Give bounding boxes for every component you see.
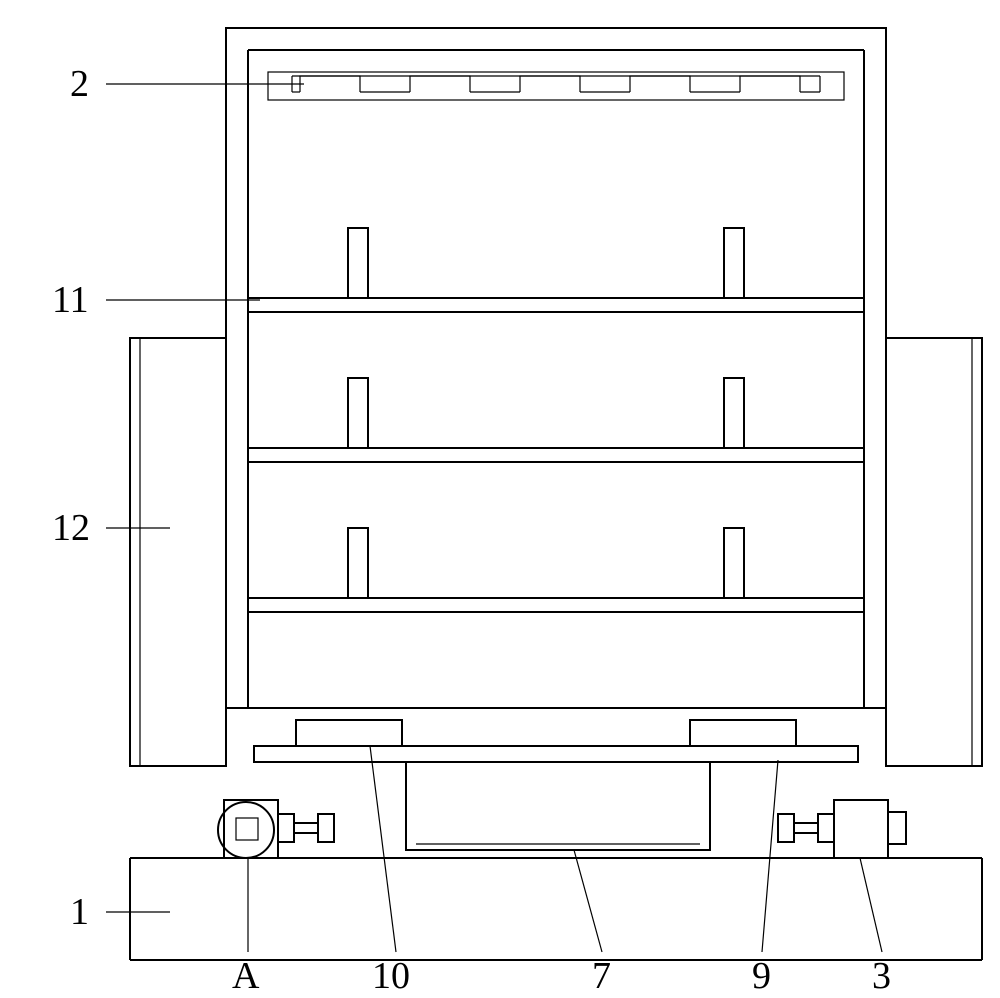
top-tab <box>630 76 690 92</box>
bolt-left-head-r <box>318 814 334 842</box>
leader-7 <box>574 850 602 952</box>
mount-block-right <box>834 800 888 858</box>
shelf-post <box>724 228 744 298</box>
detail-circle-inner-box <box>236 818 258 840</box>
label-3: 3 <box>872 955 891 997</box>
bolt-right-head-r <box>818 814 834 842</box>
shelf-post <box>724 378 744 448</box>
side-panel-left <box>130 338 226 766</box>
label-7: 7 <box>592 955 611 997</box>
shelf-0 <box>248 298 864 312</box>
label-1: 1 <box>70 891 89 933</box>
center-box <box>406 762 710 850</box>
label-9: 9 <box>752 955 771 997</box>
shelf-post <box>348 528 368 598</box>
leader-9 <box>762 760 778 952</box>
technical-drawing: 2 11 12 1 A 10 7 9 3 <box>0 0 1000 998</box>
side-panel-right <box>886 338 982 766</box>
bolt-left-head-l <box>278 814 294 842</box>
mount-stub-right <box>888 812 906 844</box>
shelf-post <box>724 528 744 598</box>
label-10: 10 <box>372 955 410 997</box>
housing-outer <box>226 28 886 708</box>
platform-pad-right <box>690 720 796 746</box>
bolt-right-shaft <box>794 823 818 833</box>
leader-10 <box>370 746 396 952</box>
platform-bar <box>254 746 858 762</box>
leader-3 <box>860 858 882 952</box>
shelf-1 <box>248 448 864 462</box>
shelf-2 <box>248 598 864 612</box>
detail-circle-a <box>218 802 274 858</box>
top-tab <box>300 76 360 92</box>
bolt-right-head-l <box>778 814 794 842</box>
mount-block-left <box>224 800 278 858</box>
label-A: A <box>232 955 260 997</box>
platform-pad-left <box>296 720 402 746</box>
label-11: 11 <box>52 279 89 321</box>
top-tab <box>410 76 470 92</box>
shelf-post <box>348 228 368 298</box>
label-2: 2 <box>70 63 89 105</box>
top-tab <box>520 76 580 92</box>
label-12: 12 <box>52 507 90 549</box>
top-tab <box>740 76 800 92</box>
shelf-post <box>348 378 368 448</box>
bolt-left-shaft <box>294 823 318 833</box>
